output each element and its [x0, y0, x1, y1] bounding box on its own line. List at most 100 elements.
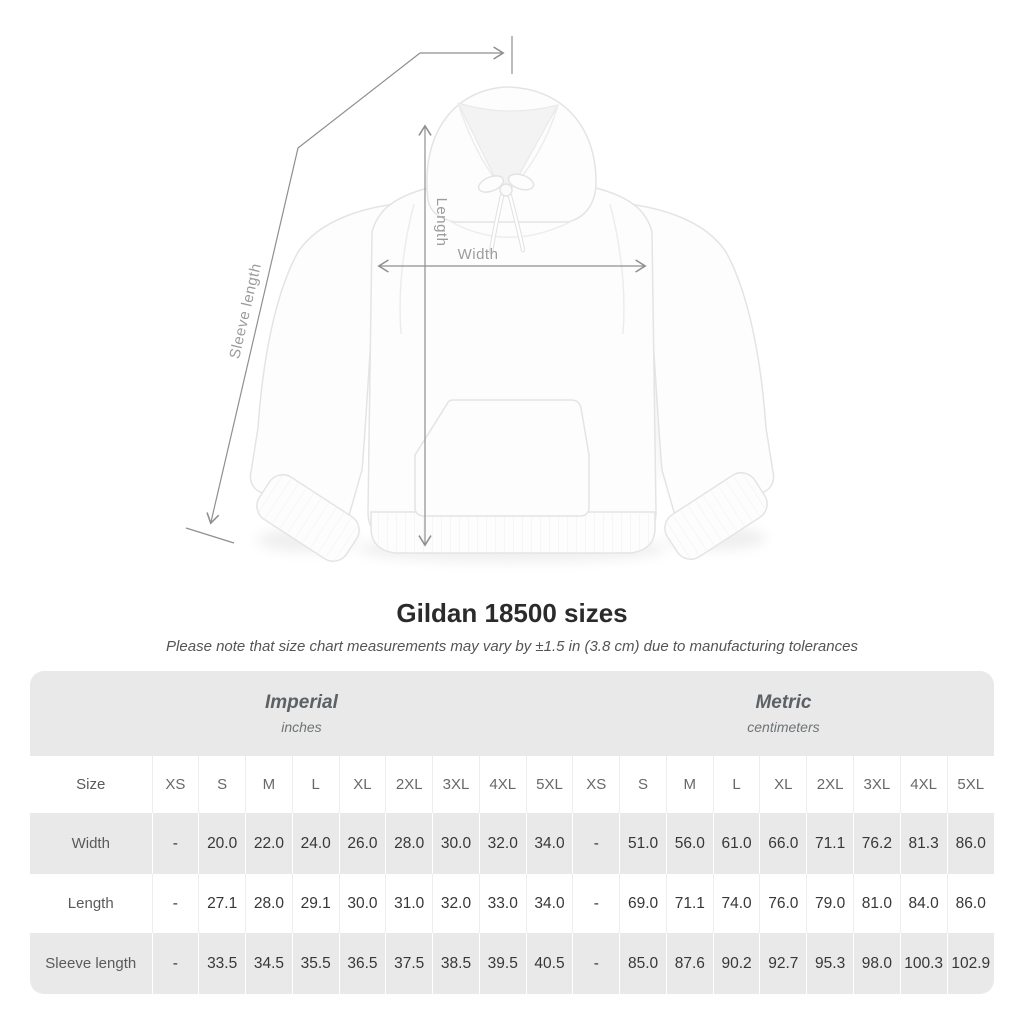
measurement-cell: 34.0	[525, 813, 573, 874]
size-col-header: XL	[338, 756, 386, 813]
size-corner-label: Size	[30, 756, 152, 813]
measurement-cell: 32.0	[478, 813, 527, 874]
sleeve-length-bottom-tick	[185, 527, 235, 544]
width-label: Width	[458, 246, 499, 263]
measurement-cell: 51.0	[619, 813, 667, 874]
metric-group-unit: centimeters	[747, 719, 820, 735]
measurement-cell: 92.7	[759, 933, 807, 994]
size-col-header: XS	[572, 756, 620, 813]
measurement-cell: 33.5	[198, 933, 246, 994]
size-header-row: Size XS S M L XL 2XL 3XL 4XL 5XL XS S M …	[30, 756, 994, 813]
length-label: Length	[433, 198, 450, 247]
hoodie-drawstrings	[477, 173, 535, 255]
size-col-header: 4XL	[899, 756, 948, 813]
measurement-cell: 71.1	[665, 874, 714, 933]
size-col-header: 3XL	[432, 756, 480, 813]
size-chart: Imperial inches Metric centimeters Size …	[30, 671, 994, 994]
measurement-cell: 39.5	[478, 933, 527, 994]
size-col-header: 2XL	[385, 756, 433, 813]
measurement-cell: -	[572, 933, 620, 994]
width-annotation: Width	[377, 246, 647, 273]
measurement-cell: 81.3	[899, 813, 948, 874]
size-col-header: S	[198, 756, 246, 813]
measurement-cell: 86.0	[946, 813, 994, 874]
measurement-cell: 30.0	[432, 813, 480, 874]
measurement-cell: 34.5	[245, 933, 293, 994]
measurement-cell: 28.0	[385, 813, 433, 874]
measurement-cell: 34.0	[525, 874, 573, 933]
measurement-cell: 37.5	[385, 933, 433, 994]
width-row: Width - 20.0 22.0 24.0 26.0 28.0 30.0 32…	[30, 813, 994, 874]
measurement-cell: 69.0	[619, 874, 667, 933]
size-col-header: 5XL	[946, 756, 994, 813]
row-label: Length	[30, 874, 152, 933]
unit-group-row: Imperial inches Metric centimeters	[30, 671, 994, 756]
measurement-cell: 98.0	[852, 933, 901, 994]
measurement-cell: 38.5	[432, 933, 480, 994]
measurement-cell: 26.0	[338, 813, 386, 874]
length-row: Length - 27.1 28.0 29.1 30.0 31.0 32.0 3…	[30, 874, 994, 933]
size-col-header: L	[712, 756, 760, 813]
size-col-header: XL	[759, 756, 807, 813]
measurement-cell: 22.0	[245, 813, 293, 874]
measurement-cell: 36.5	[338, 933, 386, 994]
hoodie-illustration: Sleeve length Length Width	[185, 36, 775, 562]
measurement-cell: 86.0	[946, 874, 994, 933]
measurement-cell: 102.9	[946, 933, 994, 994]
measurement-cell: 35.5	[291, 933, 340, 994]
hoodie-pocket	[414, 399, 590, 517]
measurement-cell: 30.0	[338, 874, 386, 933]
page-title: Gildan 18500 sizes	[396, 598, 628, 628]
hoodie-right-cuff	[664, 472, 768, 560]
measurement-cell: 32.0	[432, 874, 480, 933]
measurement-cell: 90.2	[712, 933, 760, 994]
imperial-group-unit: inches	[281, 719, 322, 735]
measurement-cell: 24.0	[291, 813, 340, 874]
measurement-cell: 31.0	[385, 874, 433, 933]
measurement-cell: 85.0	[619, 933, 667, 994]
size-col-header: M	[245, 756, 293, 813]
size-table: Imperial inches Metric centimeters Size …	[30, 671, 994, 994]
sleeve-length-label: Sleeve length	[226, 262, 264, 361]
size-col-header: S	[619, 756, 667, 813]
metric-group-header: Metric centimeters	[572, 671, 994, 756]
hoodie-hem-band	[370, 511, 656, 554]
measurement-cell: 33.0	[478, 874, 527, 933]
hoodie-left-cuff	[256, 474, 360, 562]
measurement-cell: 76.0	[759, 874, 807, 933]
metric-group-name: Metric	[755, 692, 812, 713]
length-annotation: Length	[418, 124, 450, 547]
measurement-cell: 84.0	[899, 874, 948, 933]
measurement-cell: 20.0	[198, 813, 246, 874]
hoodie-measurement-diagram: Sleeve length Length Width	[185, 36, 775, 562]
measurement-cell: 95.3	[806, 933, 854, 994]
size-col-header: L	[291, 756, 340, 813]
size-col-header: 3XL	[852, 756, 901, 813]
size-col-header: M	[665, 756, 714, 813]
measurement-cell: 81.0	[852, 874, 901, 933]
measurement-cell: -	[151, 933, 199, 994]
measurement-cell: 40.5	[525, 933, 573, 994]
measurement-cell: -	[572, 813, 620, 874]
imperial-group-name: Imperial	[265, 692, 338, 713]
measurement-cell: 79.0	[806, 874, 854, 933]
measurement-cell: 71.1	[806, 813, 854, 874]
measurement-cell: 27.1	[198, 874, 246, 933]
measurement-cell: -	[151, 874, 199, 933]
measurement-cell: 87.6	[665, 933, 714, 994]
row-label: Sleeve length	[30, 933, 152, 994]
size-col-header: XS	[151, 756, 199, 813]
measurement-cell: 61.0	[712, 813, 760, 874]
measurement-cell: 66.0	[759, 813, 807, 874]
measurement-cell: 28.0	[245, 874, 293, 933]
measurement-cell: -	[572, 874, 620, 933]
imperial-group-header: Imperial inches	[30, 671, 573, 756]
measurement-cell: 74.0	[712, 874, 760, 933]
measurement-cell: 56.0	[665, 813, 714, 874]
measurement-cell: 100.3	[899, 933, 948, 994]
size-col-header: 5XL	[525, 756, 573, 813]
size-col-header: 4XL	[478, 756, 527, 813]
size-col-header: 2XL	[806, 756, 854, 813]
tolerance-note: Please note that size chart measurements…	[166, 638, 858, 655]
